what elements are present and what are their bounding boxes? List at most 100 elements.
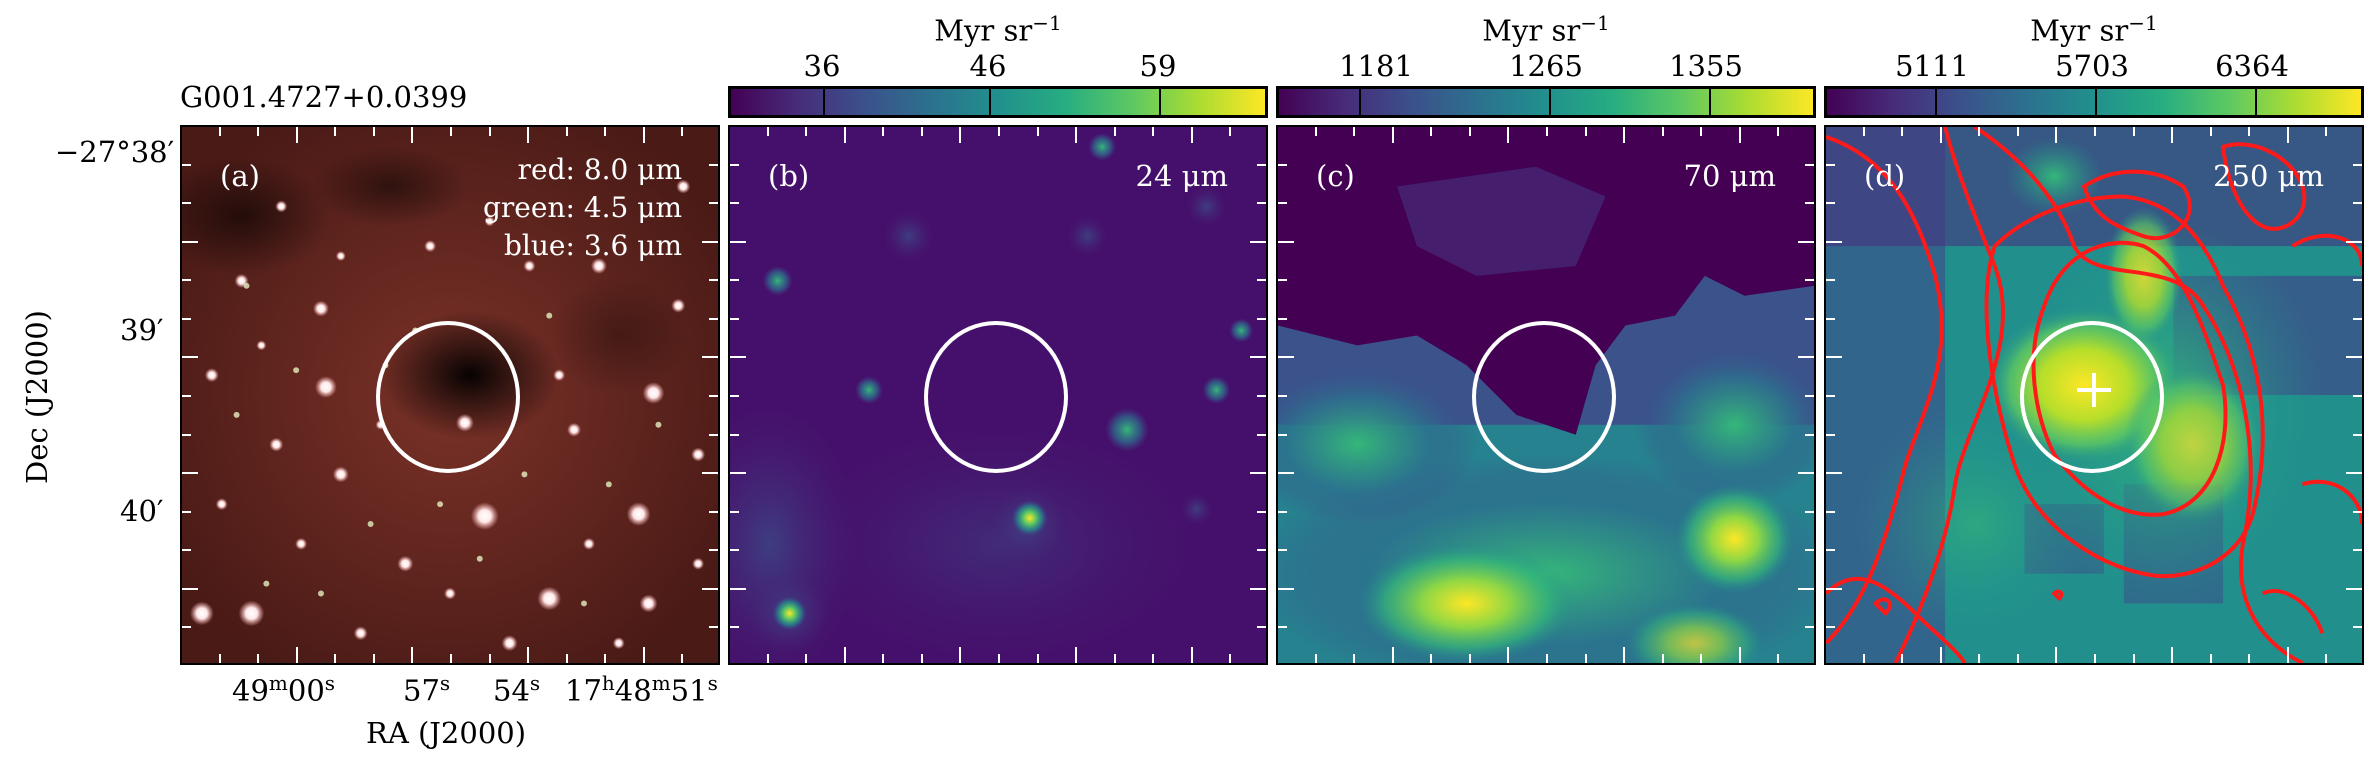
axis-tick-mark [182,434,191,436]
axis-tick-mark [1430,654,1432,663]
axis-tick-mark [1901,654,1903,663]
axis-tick-mark [1507,127,1509,143]
axis-tick-mark [257,127,259,136]
ra-tick-label: 49m00s [232,671,336,708]
axis-tick-mark [1278,588,1294,590]
axis-tick-mark [1901,127,1903,136]
axis-tick-mark [709,164,718,166]
axis-tick-mark [182,395,191,397]
axis-tick-mark [2325,654,2327,663]
axis-tick-mark [1662,127,1664,136]
axis-tick-mark [1278,511,1287,513]
aperture-circle [376,321,520,473]
axis-tick-mark [1191,647,1193,663]
colorbar-b-tick: 59 [1139,49,1177,83]
axis-tick-mark [1250,356,1266,358]
axis-tick-mark [1826,318,1835,320]
colorbar-d-tick: 5111 [1895,49,1969,83]
axis-tick-mark [566,127,568,136]
axis-tick-mark [1826,202,1835,204]
colorbar-c-unit: Myr sr−1 [1482,11,1610,48]
axis-tick-mark [1805,549,1814,551]
axis-tick-mark [767,127,769,136]
axis-tick-mark [730,626,739,628]
x-axis-label: RA (J2000) [366,716,527,750]
axis-tick-mark [489,654,491,663]
axis-tick-mark [2346,588,2362,590]
axis-tick-mark [1152,127,1154,136]
axis-tick-mark [730,164,739,166]
axis-tick-mark [1392,127,1394,143]
axis-tick-mark [296,127,298,143]
blue-band-label: blue: 3.6 μm [504,229,682,262]
axis-tick-mark [182,356,198,358]
axis-tick-mark [2353,549,2362,551]
axis-tick-mark [1798,356,1814,358]
axis-tick-mark [1278,549,1287,551]
aperture-circle [2020,321,2164,473]
panel-a-label: (a) [220,159,260,193]
axis-tick-mark [1662,654,1664,663]
axis-tick-mark [1739,647,1741,663]
contour-lines [1826,127,2362,663]
ra-tick-label: 54s [493,671,541,708]
axis-tick-mark [182,318,191,320]
axis-tick-mark [921,654,923,663]
axis-tick-mark [2287,647,2289,663]
axis-tick-mark [1826,279,1835,281]
axis-tick-mark [1805,202,1814,204]
axis-tick-mark [844,647,846,663]
axis-tick-mark [1798,588,1814,590]
axis-tick-mark [1798,241,1814,243]
axis-tick-mark [702,472,718,474]
axis-tick-mark [1278,241,1294,243]
axis-tick-mark [730,549,739,551]
axis-tick-mark [1229,654,1231,663]
axis-tick-mark [2353,395,2362,397]
axis-tick-mark [1392,647,1394,663]
axis-tick-mark [1257,395,1266,397]
axis-tick-mark [730,356,746,358]
panel-c-wavelength: 70 μm [1683,159,1776,193]
axis-tick-mark [2210,654,2212,663]
axis-tick-mark [681,127,683,136]
axis-tick-mark [1250,588,1266,590]
axis-tick-mark [1826,588,1842,590]
axis-tick-mark [1257,626,1266,628]
axis-tick-mark [2346,241,2362,243]
axis-tick-mark [1805,511,1814,513]
axis-tick-mark [1623,647,1625,663]
axis-tick-mark [334,654,336,663]
axis-tick-mark [730,202,739,204]
axis-tick-mark [1250,241,1266,243]
axis-tick-mark [2171,127,2173,143]
axis-tick-mark [1805,434,1814,436]
ra-tick-label: 17h48m51s [565,671,718,708]
axis-tick-mark [2346,472,2362,474]
axis-tick-mark [182,549,191,551]
axis-tick-mark [1257,164,1266,166]
dec-tick-label: −27°38′ [55,135,175,169]
panel-d-250um-image: (d) 250 μm [1824,125,2364,665]
axis-tick-mark [1152,654,1154,663]
axis-tick-mark [1826,356,1842,358]
axis-tick-mark [1469,127,1471,136]
axis-tick-mark [604,127,606,136]
axis-tick-mark [2353,434,2362,436]
colorbar-b-tick: 36 [803,49,841,83]
dec-tick-label: 40′ [120,494,164,528]
axis-tick-mark [2353,511,2362,513]
colorbar-b-tick: 46 [969,49,1007,83]
axis-tick-mark [1278,279,1287,281]
axis-tick-mark [334,127,336,136]
axis-tick-mark [882,654,884,663]
axis-tick-mark [1315,127,1317,136]
axis-tick-mark [1353,127,1355,136]
axis-tick-mark [411,127,413,143]
axis-tick-mark [489,127,491,136]
axis-tick-mark [2353,202,2362,204]
axis-tick-mark [2017,127,2019,136]
axis-tick-mark [1826,434,1835,436]
axis-tick-mark [1075,127,1077,143]
axis-tick-mark [296,647,298,663]
